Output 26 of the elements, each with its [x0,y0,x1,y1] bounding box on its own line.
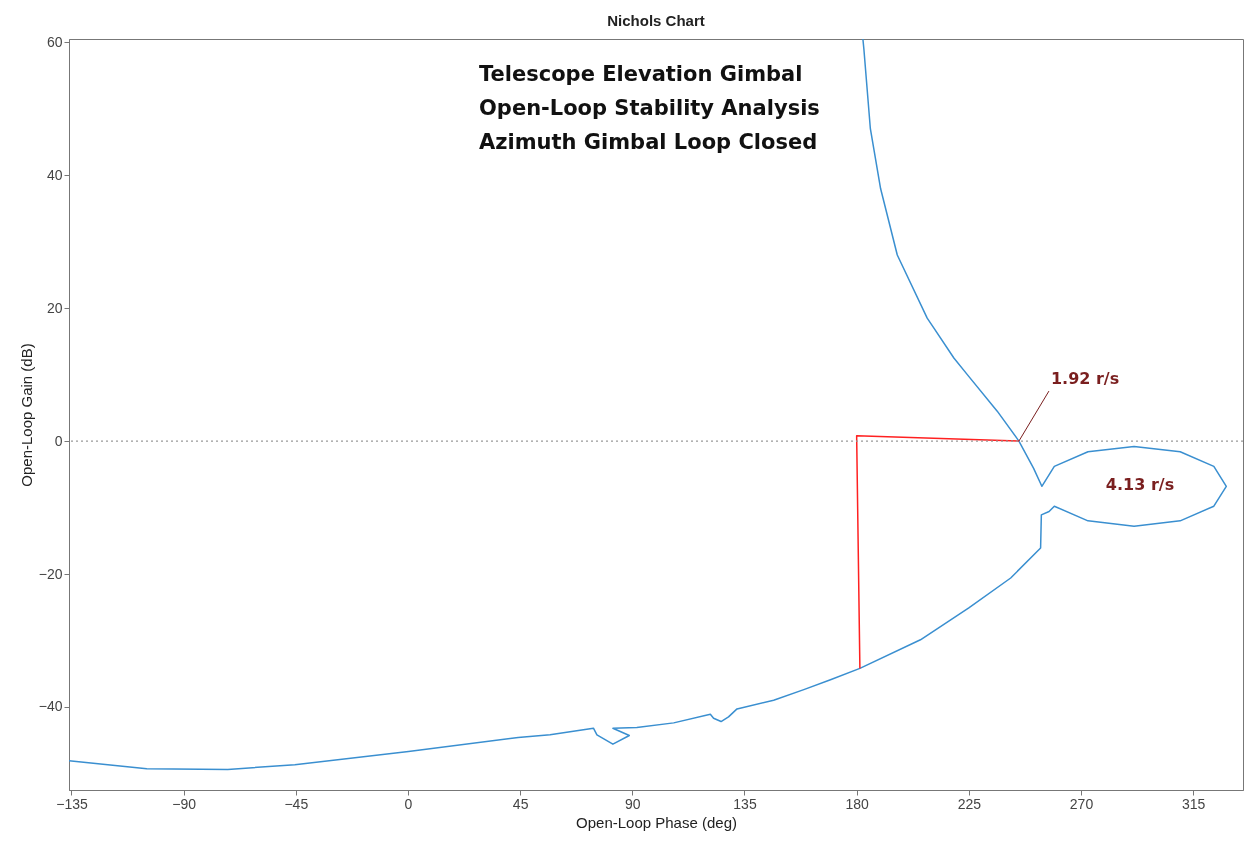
y-tick-label: −20 [38,565,63,582]
y-tick-label: 20 [46,299,63,316]
x-tick-label: 45 [512,795,529,812]
annotation: 4.13 r/s [1105,475,1175,494]
annotation: Open-Loop Stability Analysis [479,96,820,120]
x-tick-label: −45 [284,795,309,812]
x-tick-label: 0 [404,795,413,812]
annotation: 1.92 r/s [1050,369,1120,389]
y-tick-label: 40 [46,166,63,183]
x-tick-label: −90 [172,795,197,812]
annotation: Azimuth Gimbal Loop Closed [479,130,818,154]
annotation: Telescope Elevation Gimbal [479,62,803,86]
chart-title: Nichols Chart [607,12,705,30]
y-tick-label: 0 [54,432,63,449]
x-tick-label: 90 [625,795,641,812]
x-tick-label: 225 [957,795,982,812]
y-tick-label: 60 [46,33,63,50]
line-series [69,39,1228,771]
x-tick-label: 270 [1069,795,1094,812]
y-tick-label: −40 [38,698,63,715]
x-axis-title: Open-Loop Phase (deg) [576,813,737,831]
x-tick-label: 315 [1181,795,1206,812]
x-tick-label: 180 [845,795,870,812]
x-tick-label: −135 [56,795,88,812]
x-tick-label: 135 [733,795,757,812]
y-axis-title: Open-Loop Gain (dB) [17,343,35,487]
